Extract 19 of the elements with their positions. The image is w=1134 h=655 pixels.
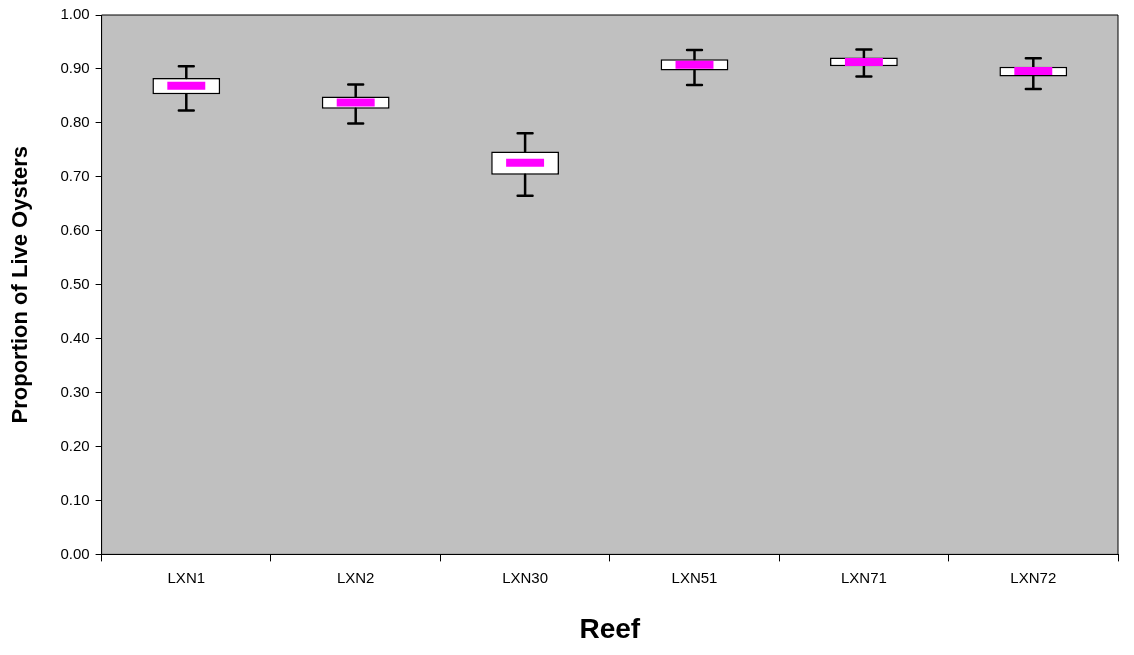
y-tick-label: 0.70 [60, 166, 90, 184]
y-tick-label: 0.80 [60, 113, 90, 131]
x-tick-label: LXN51 [671, 568, 718, 586]
y-tick-label: 0.30 [60, 382, 90, 400]
x-tick-label: LXN1 [167, 568, 206, 586]
x-tick-label: LXN72 [1010, 568, 1057, 586]
x-tick-label: LXN2 [336, 568, 375, 586]
y-tick-label: 0.20 [60, 436, 90, 454]
y-axis-title: Proportion of Live Oysters [7, 145, 33, 424]
y-tick-label: 0.90 [60, 59, 90, 77]
y-tick-label: 0.50 [60, 274, 90, 292]
y-tick-label: 0.60 [60, 220, 90, 238]
y-tick-label: 0.00 [60, 544, 90, 562]
x-tick-label: LXN71 [840, 568, 887, 586]
y-tick-label: 0.10 [60, 490, 90, 508]
y-tick-label: 1.00 [60, 5, 90, 23]
y-tick-label: 0.40 [60, 328, 90, 346]
x-axis-title: Reef [579, 612, 641, 644]
x-tick-label: LXN30 [502, 568, 549, 586]
